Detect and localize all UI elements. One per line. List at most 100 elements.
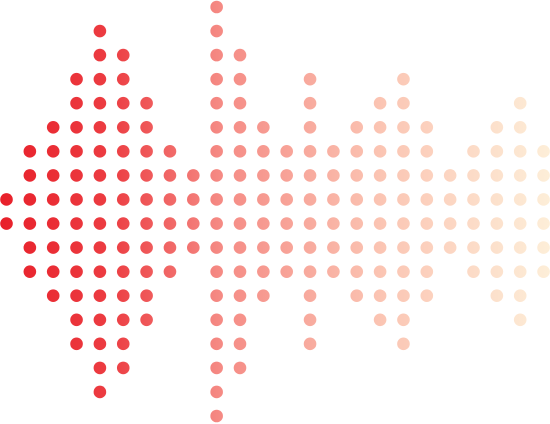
dot bbox=[70, 313, 83, 327]
dot bbox=[467, 241, 480, 254]
dot bbox=[513, 289, 527, 303]
dot bbox=[46, 145, 60, 158]
dot bbox=[513, 193, 527, 206]
dot bbox=[397, 96, 410, 110]
dot bbox=[93, 72, 107, 86]
dot bbox=[350, 193, 364, 206]
dot bbox=[373, 96, 387, 110]
dot bbox=[23, 169, 37, 182]
dot bbox=[443, 169, 457, 182]
dot-column bbox=[490, 120, 504, 303]
dot-column bbox=[513, 96, 527, 327]
dot bbox=[210, 169, 223, 182]
dot-column bbox=[70, 72, 83, 351]
dot bbox=[210, 217, 223, 230]
dot bbox=[280, 145, 294, 158]
dot bbox=[397, 145, 410, 158]
dot bbox=[46, 265, 60, 278]
dot bbox=[327, 169, 340, 182]
dot bbox=[303, 313, 317, 327]
dot bbox=[140, 241, 153, 254]
dot bbox=[210, 409, 223, 423]
dot-column bbox=[443, 169, 457, 254]
dot bbox=[303, 72, 317, 86]
dot bbox=[280, 265, 294, 278]
dot bbox=[420, 265, 434, 278]
dot bbox=[373, 241, 387, 254]
dot bbox=[303, 193, 317, 206]
dot bbox=[210, 48, 223, 62]
dot bbox=[70, 72, 83, 86]
dot bbox=[490, 289, 504, 303]
dot bbox=[210, 193, 223, 206]
dot bbox=[537, 169, 550, 182]
dot-column bbox=[116, 48, 130, 375]
dot bbox=[70, 289, 83, 303]
dot bbox=[490, 120, 504, 134]
dot bbox=[257, 289, 270, 303]
dot bbox=[397, 120, 410, 134]
dot bbox=[46, 217, 60, 230]
dot bbox=[140, 96, 153, 110]
dot bbox=[93, 313, 107, 327]
dot bbox=[163, 265, 177, 278]
dot-column bbox=[280, 145, 294, 278]
dot bbox=[46, 241, 60, 254]
dot bbox=[93, 145, 107, 158]
dot bbox=[303, 96, 317, 110]
dot bbox=[70, 96, 83, 110]
dot bbox=[233, 193, 247, 206]
dot bbox=[70, 120, 83, 134]
dot bbox=[140, 217, 153, 230]
dot bbox=[443, 241, 457, 254]
dot bbox=[303, 217, 317, 230]
dot bbox=[233, 169, 247, 182]
dot-column bbox=[233, 48, 247, 375]
dot bbox=[303, 265, 317, 278]
dot bbox=[116, 241, 130, 254]
dot bbox=[443, 193, 457, 206]
dot bbox=[350, 169, 364, 182]
dot bbox=[280, 241, 294, 254]
dot-column bbox=[397, 72, 410, 351]
dot bbox=[537, 217, 550, 230]
dot bbox=[257, 169, 270, 182]
dot bbox=[350, 120, 364, 134]
dot bbox=[210, 96, 223, 110]
dot bbox=[257, 145, 270, 158]
dot bbox=[373, 169, 387, 182]
dot bbox=[163, 169, 177, 182]
dot-column bbox=[327, 145, 340, 278]
dot bbox=[116, 289, 130, 303]
dot bbox=[93, 361, 107, 375]
dot bbox=[140, 145, 153, 158]
dot bbox=[420, 193, 434, 206]
dot bbox=[163, 241, 177, 254]
dot bbox=[233, 48, 247, 62]
dot-column bbox=[373, 96, 387, 327]
dot bbox=[210, 120, 223, 134]
dot bbox=[397, 241, 410, 254]
dot bbox=[233, 265, 247, 278]
dot bbox=[187, 241, 200, 254]
dot bbox=[490, 169, 504, 182]
dot-column bbox=[163, 145, 177, 278]
dot bbox=[46, 193, 60, 206]
dot bbox=[490, 265, 504, 278]
dot bbox=[350, 265, 364, 278]
dot bbox=[140, 289, 153, 303]
dot bbox=[93, 169, 107, 182]
dot bbox=[93, 217, 107, 230]
dot bbox=[467, 169, 480, 182]
dot bbox=[397, 265, 410, 278]
dot bbox=[140, 265, 153, 278]
dot bbox=[257, 120, 270, 134]
dot bbox=[303, 337, 317, 351]
dot bbox=[46, 169, 60, 182]
dot bbox=[93, 96, 107, 110]
dot bbox=[140, 120, 153, 134]
dot bbox=[537, 265, 550, 278]
dot bbox=[350, 241, 364, 254]
dot-column bbox=[210, 0, 223, 423]
